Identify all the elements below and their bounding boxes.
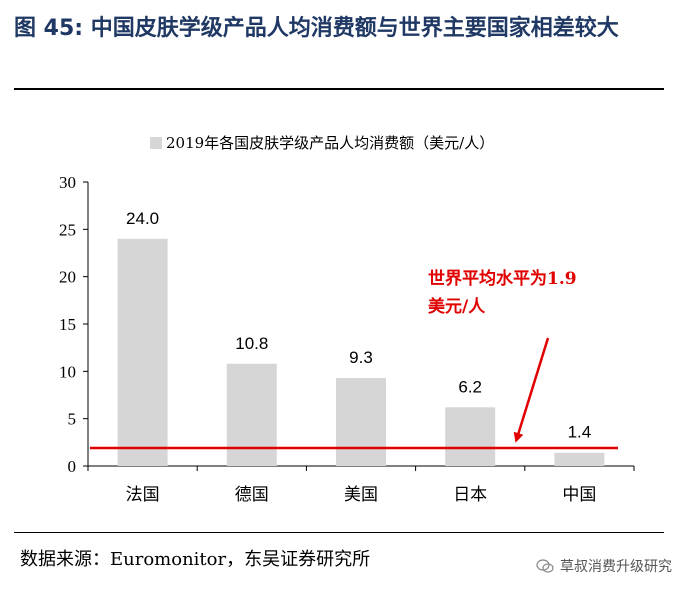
annotation-arrow xyxy=(513,337,550,443)
figure-title: 图 45: 中国皮肤学级产品人均消费额与世界主要国家相差较大 xyxy=(14,16,619,41)
source-divider xyxy=(14,532,664,533)
bar xyxy=(226,363,277,466)
bar-value-label: 10.8 xyxy=(235,334,268,353)
y-tick-label: 20 xyxy=(59,268,76,287)
x-tick-label: 中国 xyxy=(562,485,596,505)
x-tick-label: 德国 xyxy=(235,485,269,505)
bar-value-label: 6.2 xyxy=(458,377,482,396)
bar xyxy=(445,407,496,466)
y-tick-label: 5 xyxy=(68,410,77,429)
bar-chart: 2019年各国皮肤学级产品人均消费额（美元/人） 0 5 10 15 20 25 30 24… xyxy=(59,134,635,505)
legend-label: 2019年各国皮肤学级产品人均消费额（美元/人） xyxy=(166,134,494,152)
x-tick-label: 日本 xyxy=(453,485,487,505)
annotation-line-1: 世界平均水平为1.9 xyxy=(428,268,577,289)
bar-value-label: 1.4 xyxy=(568,423,592,442)
watermark: 草叔消费升级研究 xyxy=(536,556,672,576)
y-tick-label: 30 xyxy=(59,173,76,192)
y-tick-label: 15 xyxy=(59,315,76,334)
chart-legend: 2019年各国皮肤学级产品人均消费额（美元/人） xyxy=(150,134,494,152)
annotation-line-2: 美元/人 xyxy=(428,296,486,317)
wechat-icon xyxy=(536,559,554,573)
bar xyxy=(117,238,168,466)
bar-value-label: 9.3 xyxy=(349,348,373,367)
title-divider xyxy=(14,88,664,90)
watermark-text: 草叔消费升级研究 xyxy=(560,559,672,575)
y-tick-label: 25 xyxy=(59,220,76,239)
bar xyxy=(554,452,605,466)
x-tick-label: 法国 xyxy=(126,485,160,505)
bar xyxy=(336,377,386,466)
y-tick-label: 0 xyxy=(68,457,77,476)
legend-swatch xyxy=(150,137,162,149)
x-tick-label: 美国 xyxy=(344,485,378,505)
y-tick-label: 10 xyxy=(59,362,76,381)
source-note: 数据来源：Euromonitor，东吴证券研究所 xyxy=(20,549,371,570)
bar-value-label: 24.0 xyxy=(126,209,159,228)
